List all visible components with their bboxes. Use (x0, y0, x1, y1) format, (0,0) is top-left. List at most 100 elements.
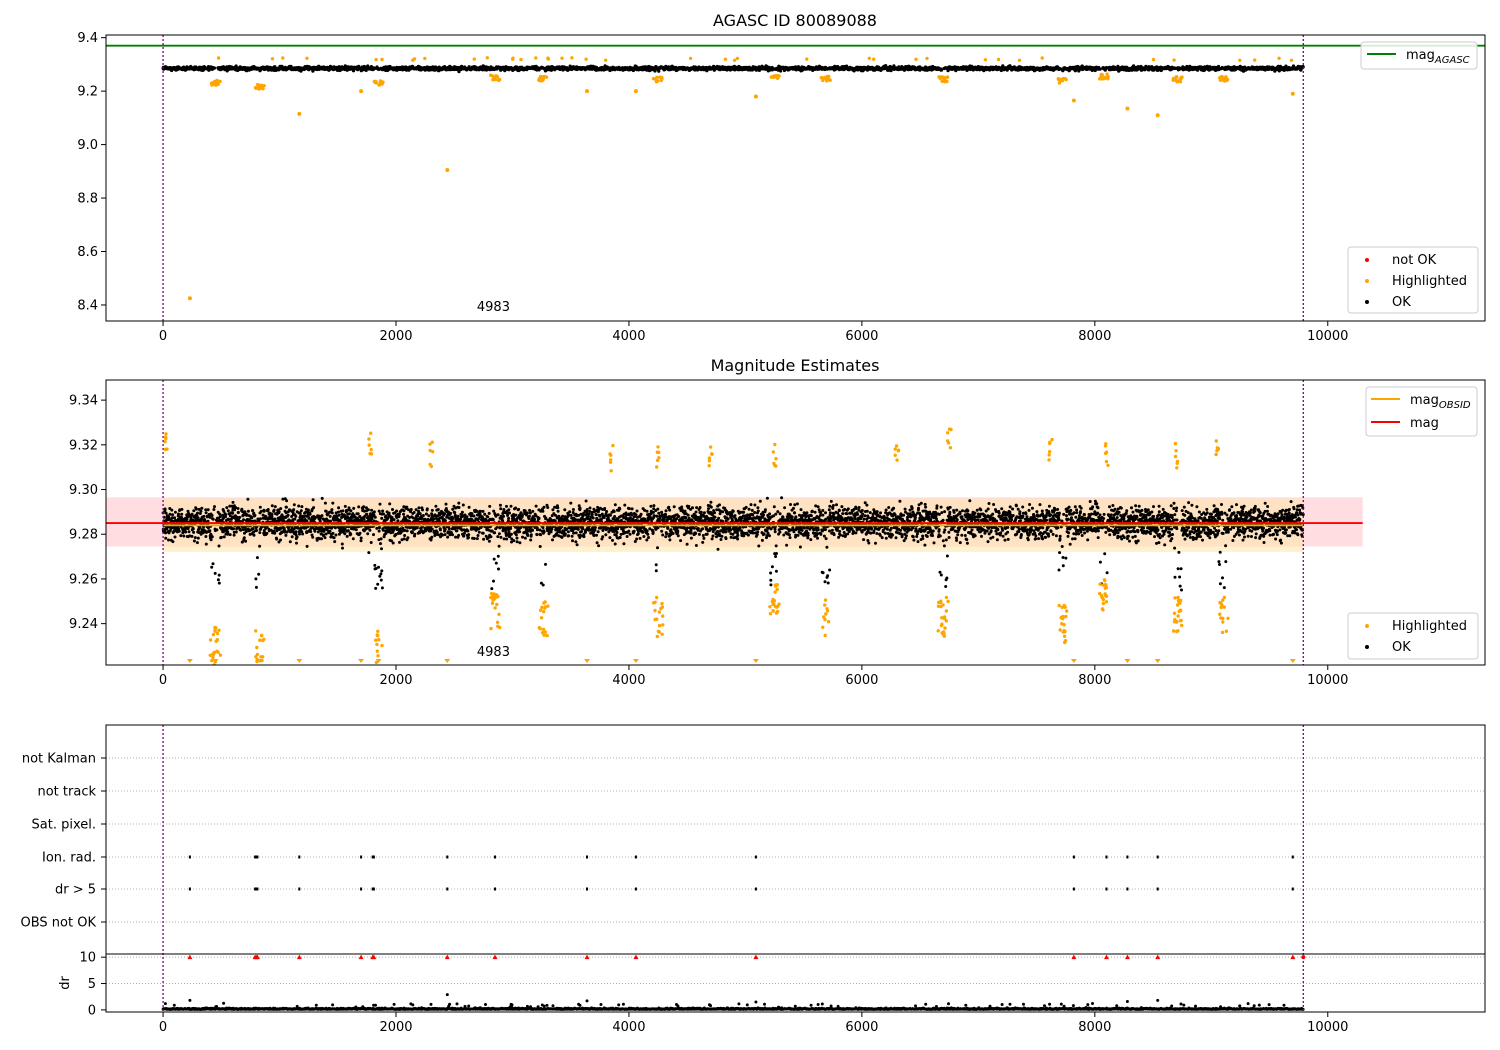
ok-point (406, 536, 410, 540)
highlighted-point (584, 57, 588, 61)
ok-point (487, 539, 491, 543)
highlighted-point (1172, 58, 1176, 62)
ok-point (226, 509, 230, 513)
highlighted-point (925, 56, 929, 61)
ok-point (462, 534, 466, 538)
ok-point (212, 66, 217, 70)
ok-point (502, 514, 505, 518)
ok-legend-label: OK (1392, 295, 1411, 310)
highlighted-point (735, 56, 740, 61)
ok-point (505, 537, 509, 541)
agasc-panel-marks (106, 35, 1485, 321)
ok-point (216, 578, 220, 582)
ok-point (502, 537, 506, 541)
highlighted-point (1175, 75, 1179, 79)
highlighted-point (281, 56, 285, 60)
ok-point (405, 505, 409, 509)
ok-point (209, 538, 213, 542)
ok-point (286, 513, 290, 517)
ok-point (255, 529, 259, 532)
ok-point (277, 510, 281, 514)
ok-point (238, 515, 242, 519)
agasc-panel-series-legend: not OK Highlighted OK (1347, 246, 1479, 314)
ok-point (359, 536, 363, 540)
ok-point (300, 505, 304, 509)
ok-point (402, 512, 406, 516)
highlighted-point (216, 56, 221, 60)
ok-point (200, 506, 204, 510)
ok-point (509, 504, 513, 508)
ok-point (255, 556, 259, 560)
ok-point (258, 531, 262, 535)
highlighted-point (1238, 58, 1242, 62)
ok-point (242, 518, 246, 522)
ok-point (275, 537, 279, 541)
ok-point (372, 533, 375, 537)
ok-point (227, 517, 231, 521)
ok-point (273, 531, 277, 535)
agasc-panel-line-legend: magAGASC (1360, 41, 1478, 70)
ok-point (379, 542, 382, 546)
ok-point (414, 508, 418, 512)
ok-point (388, 502, 392, 506)
ok-point (440, 533, 444, 537)
ok-point (465, 515, 469, 519)
ok-point (296, 526, 300, 530)
ok-point (494, 561, 498, 565)
ok-point (514, 506, 518, 510)
x-tick-label: 2000 (379, 329, 412, 344)
ok-point (453, 513, 457, 517)
ok-point (173, 510, 177, 514)
highlighted-outlier (1155, 113, 1160, 118)
ok-point (514, 513, 518, 517)
highlighted-point (1178, 80, 1183, 84)
ok-point (379, 537, 383, 541)
highlighted-point (262, 84, 266, 88)
ok-point (250, 516, 254, 520)
highlighted-point (261, 87, 265, 91)
highlighted-point (380, 57, 384, 62)
highlighted-point (688, 56, 693, 61)
highlighted-outlier (1290, 91, 1295, 96)
ok-point (443, 527, 447, 531)
highlighted-point (1253, 58, 1257, 62)
ok-point (451, 507, 455, 511)
ok-point (366, 64, 370, 68)
ok-point (368, 528, 372, 532)
ok-point (222, 535, 226, 539)
ok-point (257, 572, 261, 576)
ok-point (370, 508, 374, 512)
ok-point (395, 509, 399, 513)
ok-point (443, 512, 447, 516)
ok-point (507, 516, 511, 520)
ok-point (313, 529, 317, 533)
ok-point (171, 513, 175, 517)
ok-point (512, 539, 516, 543)
ok-point (204, 535, 208, 538)
ok-point (231, 500, 235, 504)
ok-point (378, 502, 382, 506)
ok-point (323, 536, 327, 540)
ok-point (234, 64, 238, 68)
ok-point (182, 534, 186, 538)
ok-point (472, 537, 476, 540)
ok-point (213, 505, 216, 509)
ok-point (311, 498, 315, 502)
ok-point (489, 535, 493, 539)
ok-point (396, 519, 400, 523)
ok-point (418, 512, 422, 516)
ok-point (217, 581, 221, 585)
ok-point (298, 532, 301, 536)
ok-point (380, 586, 384, 590)
ok-point (492, 557, 496, 561)
ok-point (284, 505, 288, 509)
ok-point (446, 535, 450, 539)
ok-point (502, 508, 506, 511)
ok-point (460, 510, 464, 514)
ok-point (486, 515, 490, 519)
highlighted-point (723, 57, 728, 61)
ok-point (382, 512, 385, 516)
ok-point (305, 544, 309, 548)
ok-point (204, 511, 208, 515)
